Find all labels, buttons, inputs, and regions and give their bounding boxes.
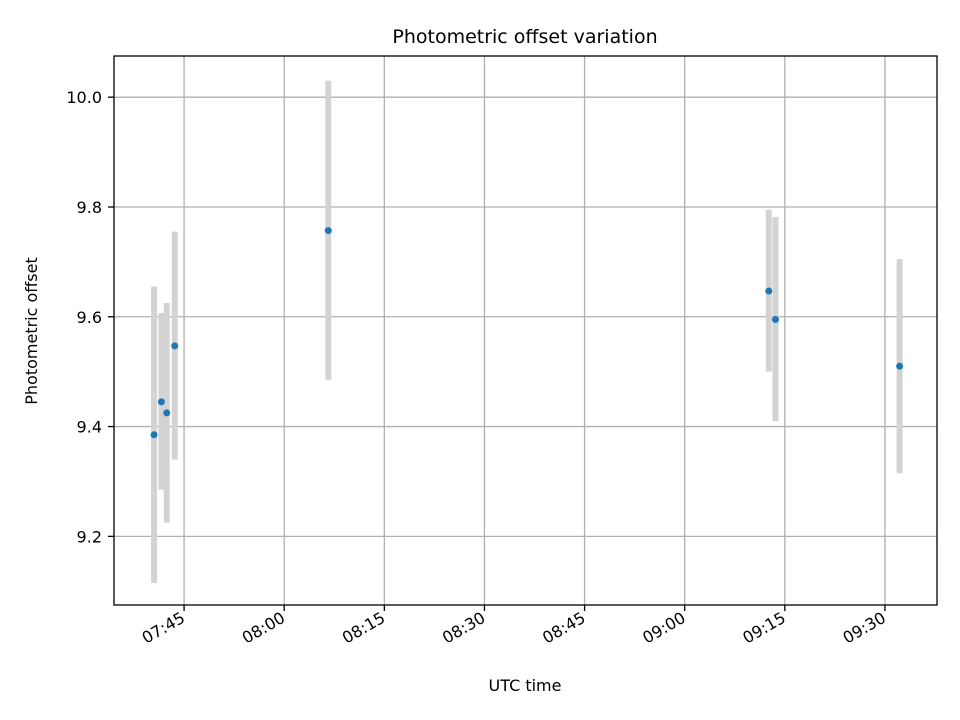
- x-tick-label: 09:00: [639, 608, 688, 648]
- data-point: [163, 409, 171, 417]
- x-axis-ticks: 07:45 08:00 08:15 08:30 08:45 09:00 09:15 09:30: [139, 605, 889, 648]
- x-axis-title: UTC time: [489, 676, 562, 695]
- x-tick-label: 08:45: [539, 608, 588, 648]
- x-tick-label: 07:45: [139, 608, 188, 648]
- data-point: [157, 398, 165, 406]
- x-tick-label: 08:00: [239, 608, 288, 648]
- data-point: [324, 227, 332, 235]
- data-point: [171, 342, 179, 350]
- y-axis-ticks: 9.2 9.4 9.6 9.8 10.0: [66, 88, 114, 546]
- y-tick-label: 9.4: [77, 418, 102, 437]
- data-point: [765, 287, 773, 295]
- data-points: [150, 227, 904, 439]
- data-point: [150, 431, 158, 439]
- y-tick-label: 10.0: [66, 88, 102, 107]
- y-tick-label: 9.8: [77, 198, 102, 217]
- data-point: [771, 316, 779, 324]
- error-bars: [151, 80, 903, 584]
- x-tick-label: 08:30: [439, 608, 488, 648]
- y-tick-label: 9.2: [77, 527, 102, 546]
- x-tick-label: 09:30: [840, 608, 889, 648]
- plot-area-frame: [113, 55, 938, 606]
- y-axis-title: Photometric offset: [22, 257, 41, 405]
- y-tick-label: 9.6: [77, 308, 102, 327]
- x-tick-label: 08:15: [339, 608, 388, 648]
- data-point: [896, 362, 904, 370]
- x-tick-label: 09:15: [739, 608, 788, 648]
- chart-title: Photometric offset variation: [392, 26, 657, 48]
- grid-lines: [114, 56, 937, 605]
